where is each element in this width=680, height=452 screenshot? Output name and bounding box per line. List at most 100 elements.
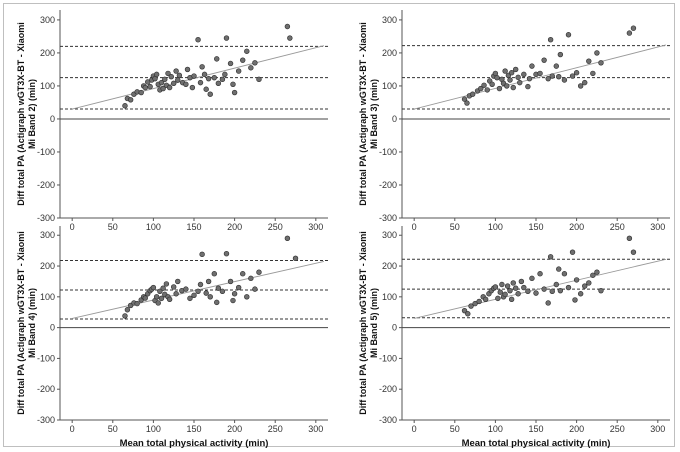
- data-point: [586, 280, 592, 286]
- data-point: [189, 84, 196, 91]
- data-point: [586, 58, 592, 64]
- data-point: [529, 63, 535, 69]
- x-tick-label: 150: [528, 424, 543, 434]
- x-tick-label: 200: [569, 222, 584, 232]
- y-tick-label: -100: [37, 147, 55, 157]
- data-point: [573, 277, 580, 283]
- data-point: [594, 269, 600, 275]
- data-point: [160, 85, 166, 92]
- data-point: [166, 296, 173, 302]
- x-tick-label: 250: [268, 424, 283, 434]
- y-tick-label: -300: [37, 415, 55, 425]
- data-point: [594, 50, 600, 56]
- data-point: [214, 299, 220, 306]
- data-point: [256, 269, 262, 275]
- chart-panel-4: -300 -200 -100 0 100 200 300 0 50 100 150 200 250 300…: [358, 226, 670, 449]
- data-point: [557, 287, 564, 294]
- y-tick-label: 300: [382, 230, 397, 240]
- data-point: [201, 71, 208, 78]
- data-point: [205, 278, 212, 285]
- data-point: [557, 51, 564, 58]
- data-point: [230, 81, 236, 87]
- y-axis-label-line: Mi Band 4) (min): [27, 288, 37, 358]
- data-point: [545, 75, 551, 82]
- data-point: [248, 275, 254, 282]
- data-point: [157, 288, 163, 294]
- data-point: [525, 83, 531, 90]
- data-point: [626, 235, 633, 242]
- data-point: [565, 32, 572, 38]
- y-tick-label: -300: [37, 213, 55, 223]
- data-point: [598, 287, 604, 294]
- data-point: [521, 284, 527, 291]
- data-point: [176, 72, 183, 79]
- data-point: [547, 254, 554, 260]
- data-point: [465, 311, 471, 317]
- y-tick-label: 200: [40, 261, 55, 271]
- y-tick-label: 300: [382, 15, 397, 25]
- y-tick-label: 300: [40, 230, 55, 240]
- data-point: [469, 91, 476, 97]
- data-point: [235, 284, 242, 291]
- data-point: [175, 77, 181, 83]
- data-point: [160, 285, 166, 291]
- data-point: [561, 271, 568, 277]
- y-tick-label: 0: [392, 114, 397, 124]
- y-axis-label: Diff total PA (Actigraph wGT3X-BT - Xiao…: [358, 231, 379, 415]
- data-point: [526, 75, 533, 82]
- data-point: [484, 87, 490, 93]
- data-point: [191, 292, 197, 298]
- data-point: [590, 272, 596, 278]
- data-point: [240, 57, 246, 63]
- data-point: [569, 249, 576, 255]
- data-point: [537, 70, 543, 77]
- data-point: [223, 251, 230, 257]
- chart-panel-1: -300 -200 -100 0 100 200 300 0 50 100 150 200 250 300…: [16, 10, 328, 232]
- x-tick-label: 200: [227, 424, 242, 434]
- y-tick-label: 100: [40, 81, 55, 91]
- data-point: [211, 271, 218, 277]
- data-point: [199, 251, 205, 258]
- x-tick-label: 150: [528, 222, 543, 232]
- data-point: [492, 284, 499, 290]
- data-point: [205, 75, 212, 82]
- data-point: [630, 25, 637, 31]
- y-tick-label: -100: [379, 147, 397, 157]
- data-point: [499, 281, 505, 288]
- data-point: [515, 74, 521, 81]
- x-tick-label: 100: [146, 424, 161, 434]
- data-point: [191, 73, 197, 79]
- regression-line: [72, 45, 325, 110]
- y-tick-label: -200: [37, 180, 55, 190]
- data-point: [549, 73, 555, 79]
- x-tick-label: 50: [450, 222, 460, 232]
- y-axis-label-line: Mi Band 3) (min): [369, 79, 379, 149]
- y-tick-label: -100: [37, 353, 55, 363]
- data-point: [197, 281, 204, 288]
- data-point: [203, 290, 209, 296]
- x-tick-label: 300: [308, 222, 323, 232]
- x-tick-label: 150: [186, 424, 201, 434]
- data-point: [219, 288, 226, 294]
- data-point: [195, 288, 201, 294]
- data-point: [515, 291, 521, 297]
- data-point: [240, 271, 246, 277]
- data-point: [464, 100, 470, 106]
- data-point: [573, 70, 580, 76]
- data-point: [541, 286, 547, 292]
- x-tick-label: 100: [488, 222, 503, 232]
- data-point: [138, 89, 144, 96]
- x-tick-label: 150: [186, 222, 201, 232]
- data-point: [489, 81, 495, 87]
- figure-border: [3, 3, 675, 447]
- data-point: [541, 57, 547, 63]
- data-point: [508, 70, 515, 76]
- data-point: [207, 294, 213, 300]
- data-point: [626, 30, 633, 36]
- data-point: [207, 91, 213, 97]
- data-point: [173, 68, 179, 74]
- data-point: [577, 291, 584, 297]
- y-axis-label-line: Diff total PA (Actigraph wGT3X-BT - Xiao…: [16, 22, 26, 206]
- data-point: [223, 35, 230, 41]
